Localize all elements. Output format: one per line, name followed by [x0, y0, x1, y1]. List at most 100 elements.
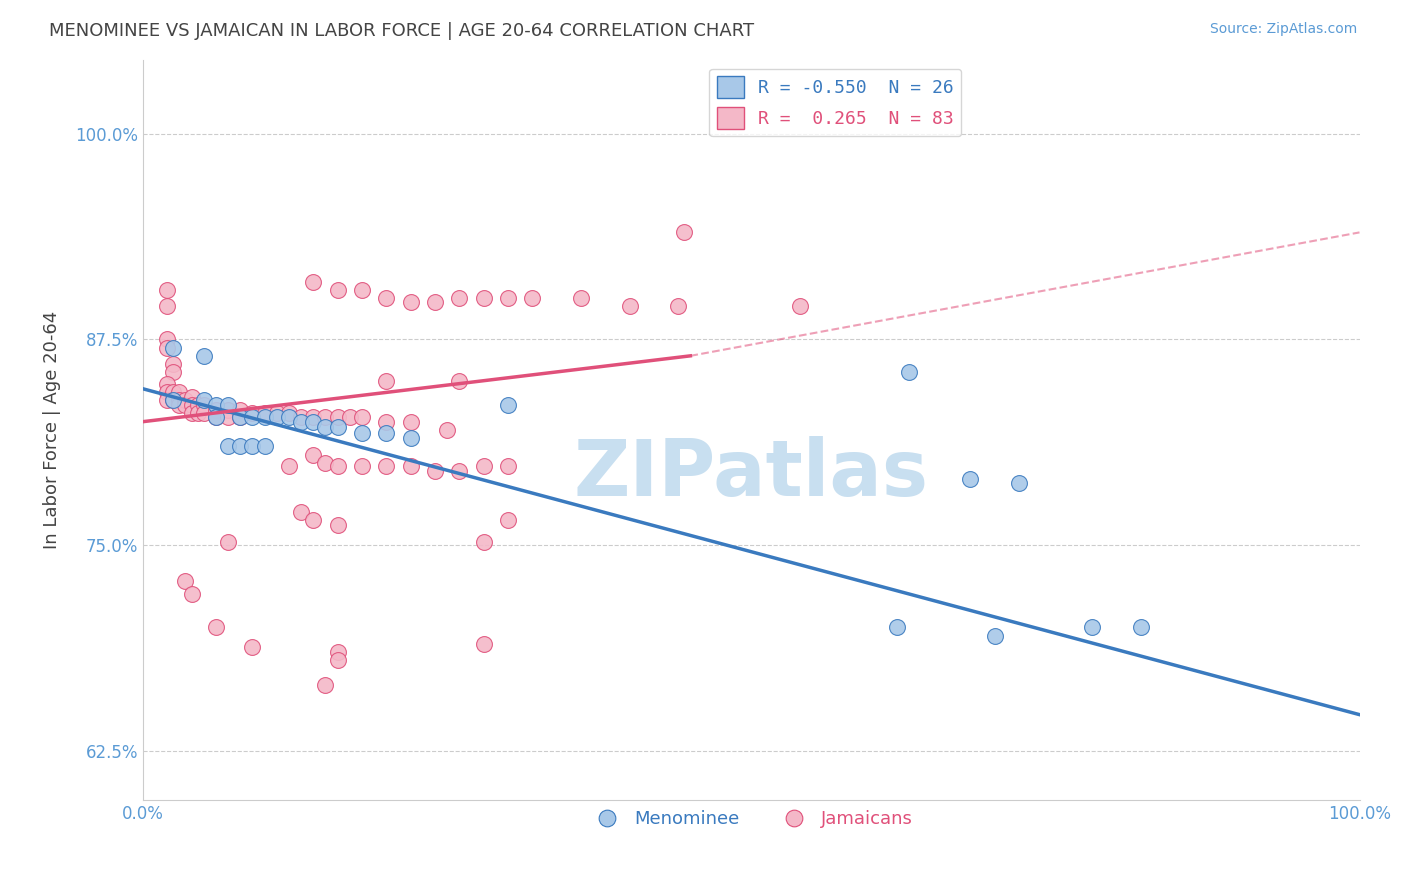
Point [229, 409, 252, 424]
Point [229, 439, 252, 453]
Point [290, 415, 312, 429]
Point [169, 398, 191, 412]
Point [217, 398, 239, 412]
Point [375, 459, 398, 474]
Point [277, 407, 299, 421]
Point [290, 505, 312, 519]
Point [350, 459, 373, 474]
Point [375, 291, 398, 305]
Point [217, 439, 239, 453]
Point [156, 393, 179, 408]
Point [266, 407, 288, 421]
Point [436, 423, 458, 437]
Point [375, 426, 398, 441]
Point [1008, 475, 1031, 490]
Point [169, 393, 191, 408]
Point [174, 574, 197, 589]
Point [253, 409, 276, 424]
Point [217, 534, 239, 549]
Point [180, 398, 202, 412]
Point [205, 620, 228, 634]
Point [959, 859, 981, 873]
Point [423, 294, 446, 309]
Point [187, 407, 209, 421]
Point [174, 393, 197, 408]
Point [193, 349, 215, 363]
Point [229, 403, 252, 417]
Point [169, 385, 191, 400]
Point [326, 409, 349, 424]
Text: Source: ZipAtlas.com: Source: ZipAtlas.com [1209, 22, 1357, 37]
Point [399, 459, 422, 474]
Point [449, 464, 471, 478]
Point [240, 409, 263, 424]
Point [180, 407, 202, 421]
Point [350, 283, 373, 297]
Point [789, 300, 811, 314]
Point [326, 283, 349, 297]
Point [449, 374, 471, 388]
Text: MENOMINEE VS JAMAICAN IN LABOR FORCE | AGE 20-64 CORRELATION CHART: MENOMINEE VS JAMAICAN IN LABOR FORCE | A… [49, 22, 755, 40]
Point [326, 645, 349, 659]
Point [886, 620, 908, 634]
Point [326, 518, 349, 533]
Point [399, 415, 422, 429]
Point [959, 472, 981, 486]
Point [314, 409, 336, 424]
Point [302, 275, 325, 289]
Point [314, 419, 336, 434]
Point [290, 409, 312, 424]
Point [399, 294, 422, 309]
Point [302, 513, 325, 527]
Point [217, 403, 239, 417]
Point [240, 407, 263, 421]
Point [522, 291, 544, 305]
Point [205, 409, 228, 424]
Point [240, 640, 263, 655]
Point [277, 409, 299, 424]
Point [187, 398, 209, 412]
Point [449, 291, 471, 305]
Point [496, 398, 519, 412]
Point [156, 376, 179, 391]
Point [162, 393, 184, 408]
Point [1081, 620, 1104, 634]
Point [326, 653, 349, 667]
Point [472, 291, 495, 305]
Point [339, 409, 361, 424]
Point [569, 291, 592, 305]
Point [162, 365, 184, 379]
Point [229, 409, 252, 424]
Point [619, 300, 641, 314]
Point [205, 403, 228, 417]
Point [326, 459, 349, 474]
Point [399, 431, 422, 445]
Point [666, 300, 689, 314]
Point [205, 409, 228, 424]
Point [898, 365, 921, 379]
Point [162, 385, 184, 400]
Point [302, 409, 325, 424]
Point [350, 426, 373, 441]
Point [253, 439, 276, 453]
Point [156, 283, 179, 297]
Point [162, 357, 184, 371]
Point [496, 291, 519, 305]
Point [205, 398, 228, 412]
Point [240, 439, 263, 453]
Text: ZIPatlas: ZIPatlas [574, 436, 929, 512]
Point [156, 300, 179, 314]
Point [193, 407, 215, 421]
Point [253, 407, 276, 421]
Point [162, 341, 184, 355]
Point [314, 678, 336, 692]
Point [673, 226, 696, 240]
Point [983, 629, 1005, 643]
Point [302, 448, 325, 462]
Point [375, 374, 398, 388]
Point [496, 459, 519, 474]
Point [180, 587, 202, 601]
Point [162, 393, 184, 408]
Point [728, 826, 751, 840]
Point [266, 409, 288, 424]
